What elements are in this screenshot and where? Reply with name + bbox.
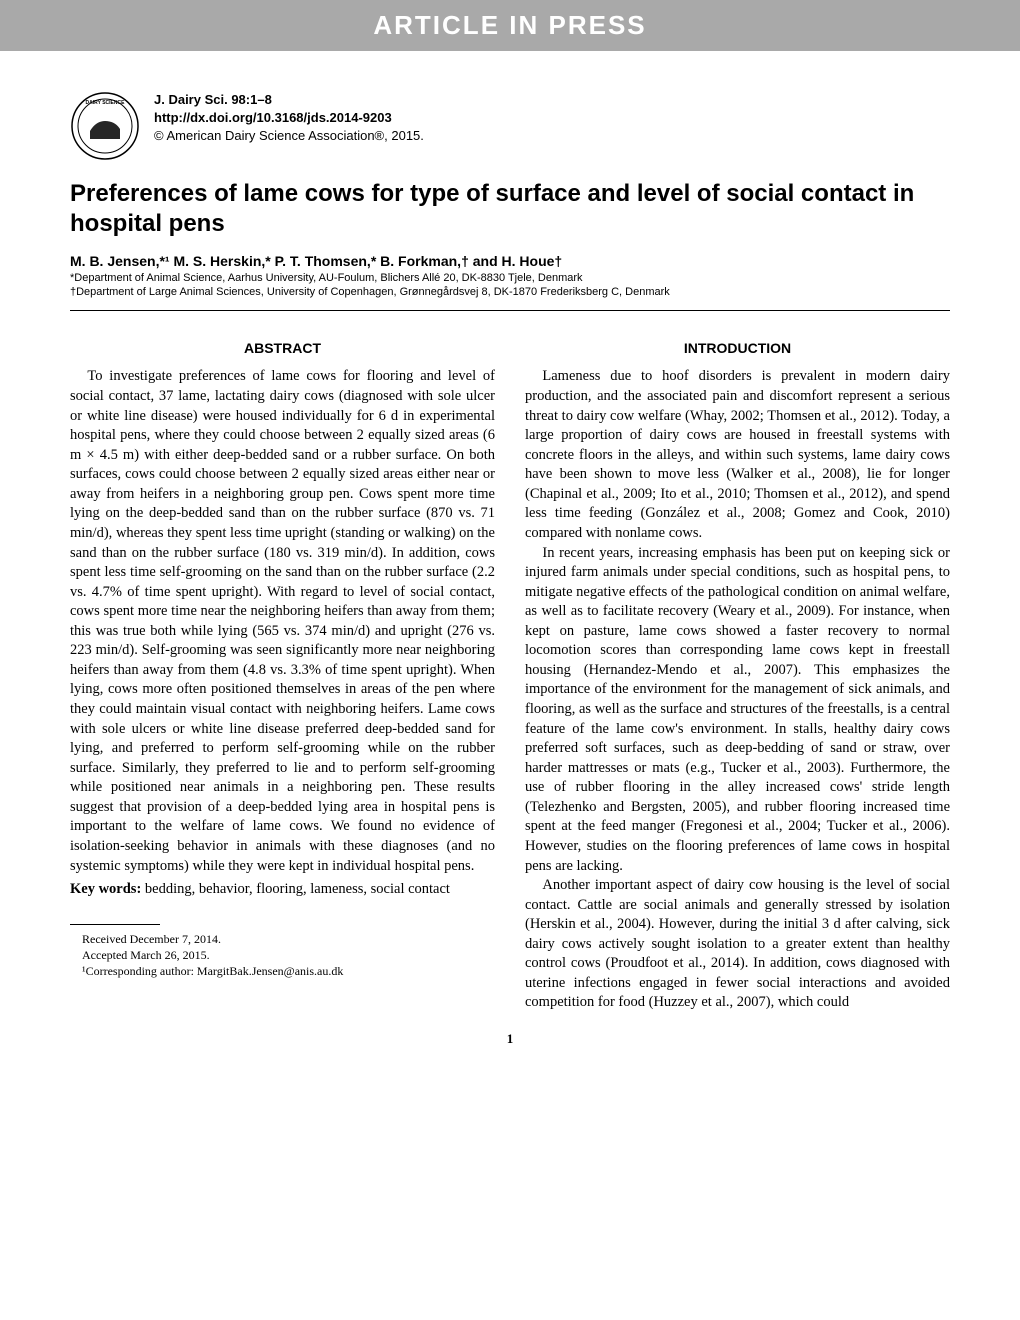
header-row: DAIRY SCIENCE J. Dairy Sci. 98:1–8 http:… xyxy=(70,91,950,161)
two-column-layout: ABSTRACT To investigate preferences of l… xyxy=(70,339,950,1013)
keywords-text: bedding, behavior, flooring, lameness, s… xyxy=(141,881,450,897)
copyright: © American Dairy Science Association®, 2… xyxy=(154,127,424,145)
right-column: INTRODUCTION Lameness due to hoof disord… xyxy=(525,339,950,1013)
article-title: Preferences of lame cows for type of sur… xyxy=(70,179,950,239)
author-list: M. B. Jensen,*¹ M. S. Herskin,* P. T. Th… xyxy=(70,253,950,269)
intro-para-3: Another important aspect of dairy cow ho… xyxy=(525,876,950,1013)
left-column: ABSTRACT To investigate preferences of l… xyxy=(70,339,495,1013)
corresponding-author: ¹Corresponding author: MargitBak.Jensen@… xyxy=(70,963,495,979)
footnote-rule xyxy=(70,924,160,925)
intro-para-2: In recent years, increasing emphasis has… xyxy=(525,544,950,877)
keywords: Key words: bedding, behavior, flooring, … xyxy=(70,880,495,900)
received-date: Received December 7, 2014. xyxy=(70,931,495,947)
journal-citation: J. Dairy Sci. 98:1–8 xyxy=(154,91,424,109)
adsa-logo: DAIRY SCIENCE xyxy=(70,91,140,161)
keywords-label: Key words: xyxy=(70,881,141,897)
footnotes: Received December 7, 2014. Accepted Marc… xyxy=(70,931,495,980)
page-number: 1 xyxy=(70,1031,950,1047)
affiliation-2: †Department of Large Animal Sciences, Un… xyxy=(70,285,950,299)
doi: http://dx.doi.org/10.3168/jds.2014-9203 xyxy=(154,109,424,127)
intro-para-1: Lameness due to hoof disorders is preval… xyxy=(525,367,950,543)
introduction-heading: INTRODUCTION xyxy=(525,339,950,358)
journal-meta: J. Dairy Sci. 98:1–8 http://dx.doi.org/1… xyxy=(154,91,424,146)
abstract-heading: ABSTRACT xyxy=(70,339,495,358)
title-rule xyxy=(70,310,950,311)
svg-text:DAIRY SCIENCE: DAIRY SCIENCE xyxy=(86,100,126,106)
article-in-press-banner: ARTICLE IN PRESS xyxy=(0,0,1020,51)
affiliation-1: *Department of Animal Science, Aarhus Un… xyxy=(70,271,950,285)
abstract-body: To investigate preferences of lame cows … xyxy=(70,367,495,876)
page-content: DAIRY SCIENCE J. Dairy Sci. 98:1–8 http:… xyxy=(0,51,1020,1077)
accepted-date: Accepted March 26, 2015. xyxy=(70,947,495,963)
